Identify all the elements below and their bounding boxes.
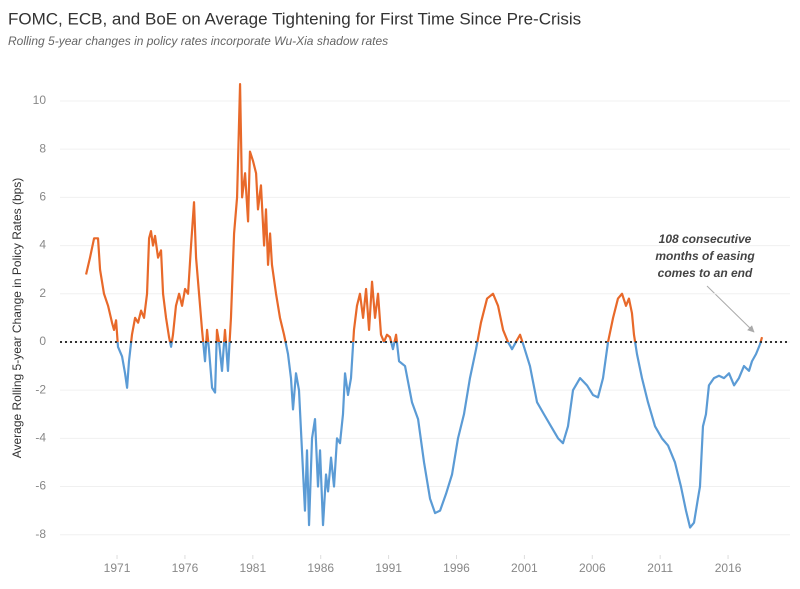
- y-tick-label: 4: [39, 238, 46, 252]
- x-tick-label: 1986: [307, 561, 334, 575]
- y-tick-label: 6: [39, 190, 46, 204]
- chart-subtitle: Rolling 5-year changes in policy rates i…: [8, 34, 388, 48]
- annotation-arrow: [706, 285, 755, 333]
- x-tick-label: 2001: [511, 561, 538, 575]
- y-tick-label: -8: [35, 527, 46, 541]
- x-tick-label: 1996: [443, 561, 470, 575]
- y-tick-label: -4: [35, 431, 46, 445]
- y-tick-label: 2: [39, 286, 46, 300]
- annotation-text: comes to an end: [658, 266, 753, 280]
- x-tick-label: 2011: [647, 561, 673, 575]
- data-line: [84, 83, 764, 529]
- x-tick-label: 2016: [715, 561, 742, 575]
- x-tick-label: 1981: [239, 561, 266, 575]
- y-tick-label: 10: [33, 93, 47, 107]
- chart-title: FOMC, ECB, and BoE on Average Tightening…: [8, 9, 581, 28]
- annotation-text: 108 consecutive: [659, 232, 752, 246]
- x-tick-label: 1976: [172, 561, 199, 575]
- x-tick-label: 1971: [104, 561, 131, 575]
- y-tick-label: -2: [35, 382, 46, 396]
- y-tick-label: 0: [39, 334, 46, 348]
- y-axis-label: Average Rolling 5-year Change in Policy …: [10, 178, 24, 459]
- y-tick-label: 8: [39, 141, 46, 155]
- x-tick-label: 2006: [579, 561, 606, 575]
- annotation-text: months of easing: [655, 249, 755, 263]
- x-tick-label: 1991: [375, 561, 402, 575]
- y-tick-label: -6: [35, 479, 46, 493]
